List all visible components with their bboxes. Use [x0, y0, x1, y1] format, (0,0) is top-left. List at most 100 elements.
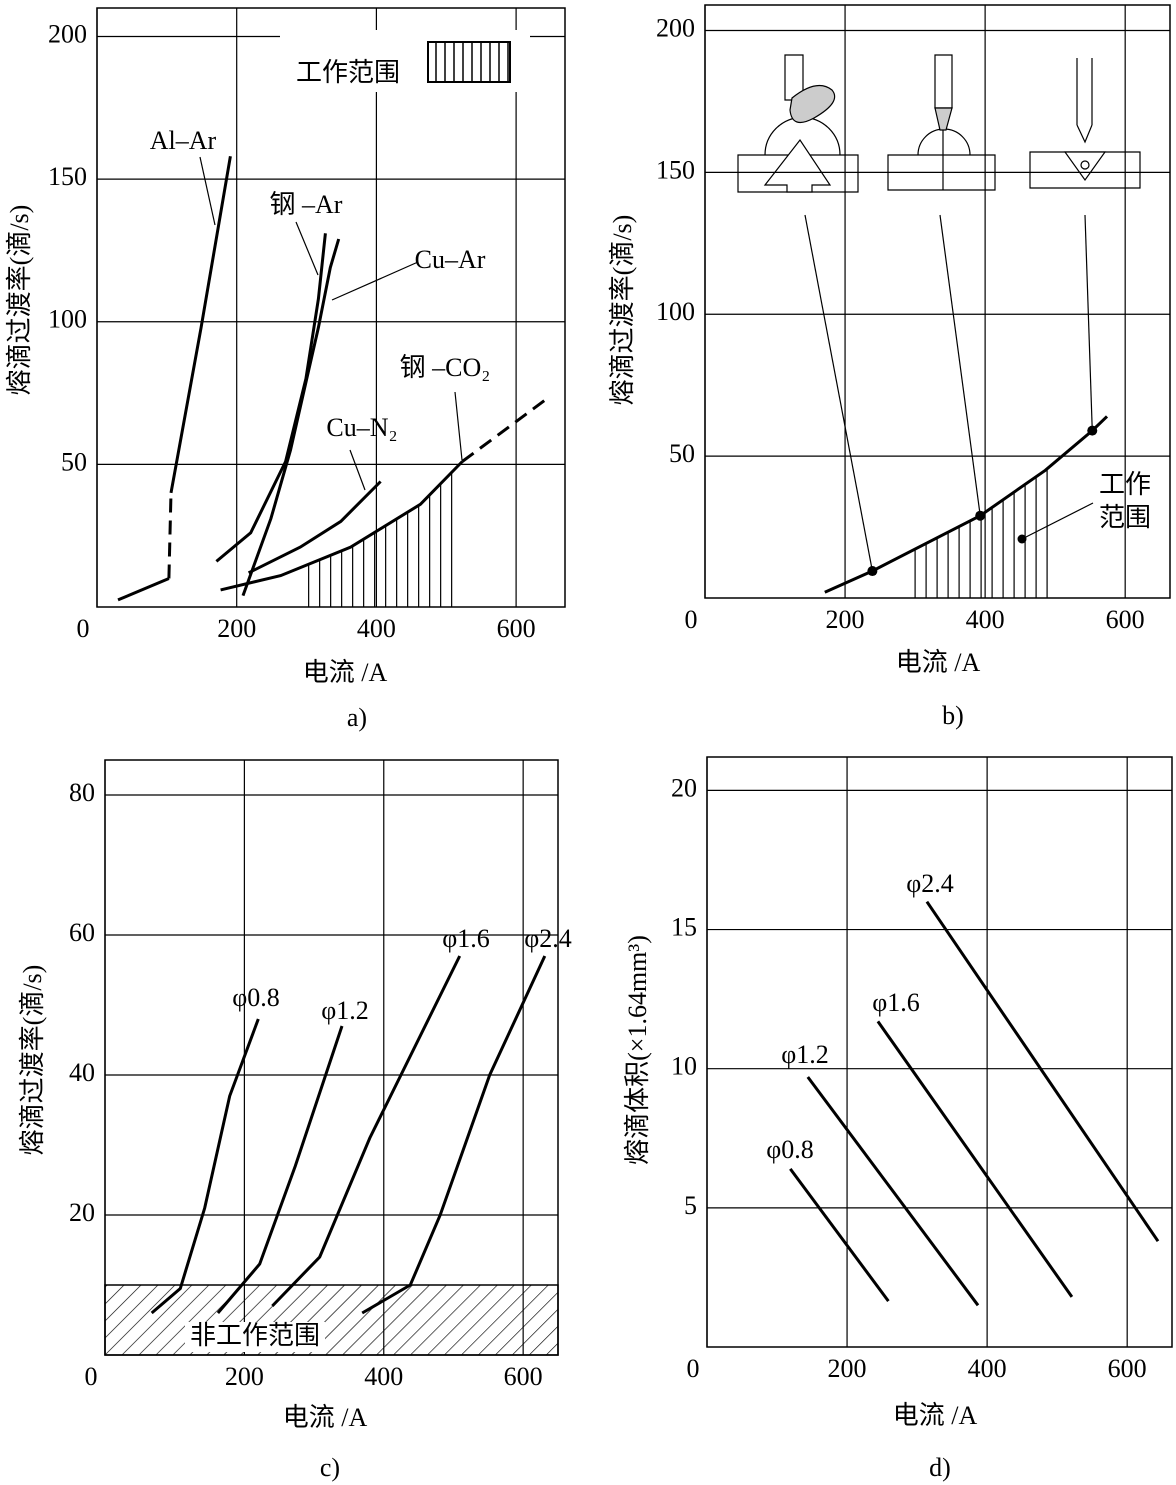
x-tick-label: 400 [364, 1362, 403, 1391]
x-axis-label: 电流 /A [896, 648, 981, 677]
y-axis-label: 熔滴过渡率(滴/s) [608, 215, 637, 406]
series-line [806, 1076, 980, 1307]
x-tick-label: 600 [504, 1362, 543, 1391]
series-label: φ0.8 [232, 983, 280, 1012]
arrow-up [763, 138, 832, 193]
series-label: φ1.2 [781, 1040, 829, 1069]
y-axis-label: 熔滴过渡率(滴/s) [5, 205, 34, 396]
y-axis-label: 熔滴过渡率(滴/s) [18, 965, 47, 1156]
y-tick-label: 5 [684, 1191, 697, 1220]
series-line [461, 397, 548, 463]
arc [917, 128, 971, 156]
x-tick-label: 600 [1106, 605, 1145, 634]
series-label: φ1.6 [442, 924, 490, 953]
y-tick-label: 200 [48, 19, 87, 48]
leader-line [939, 214, 981, 516]
working-range [309, 8, 456, 607]
plot-frame [706, 756, 1173, 1348]
plot-frame [96, 7, 566, 608]
point [1087, 425, 1098, 436]
series-line [215, 233, 327, 563]
x-tick-label: 200 [826, 605, 865, 634]
droplet [789, 84, 836, 124]
series-label: φ0.8 [766, 1135, 814, 1164]
series-line [824, 415, 1109, 594]
series-label: φ2.4 [524, 924, 572, 953]
band-label: 非工作范围 [190, 1321, 320, 1350]
series-line [167, 492, 173, 579]
legend-label: 工作范围 [296, 58, 400, 87]
x-tick-label: 200 [828, 1354, 867, 1383]
x-tick-label: 0 [685, 605, 698, 634]
x-axis-label: 电流 /A [303, 658, 388, 687]
droplet [934, 107, 953, 131]
series-label: Cu–Ar [415, 245, 486, 274]
x-tick-label: 400 [966, 605, 1005, 634]
y-tick-label: 15 [671, 913, 697, 942]
wire [1076, 58, 1093, 144]
x-tick-label: 400 [968, 1354, 1007, 1383]
leader-line [804, 214, 873, 572]
x-tick-label: 600 [497, 614, 536, 643]
series-line [216, 1025, 344, 1314]
x-tick-label: 200 [225, 1362, 264, 1391]
series-label: 钢 –Ar [270, 190, 343, 219]
annotation: 范围 [1099, 503, 1151, 532]
y-tick-label: 50 [669, 439, 695, 468]
y-tick-label: 150 [656, 155, 695, 184]
series-label: φ1.6 [872, 988, 920, 1017]
x-tick-label: 0 [77, 614, 90, 643]
series-label: 钢 –CO₂ [400, 353, 491, 382]
series-line [169, 156, 232, 494]
droplet-illustrations [737, 54, 1141, 193]
series-label: φ1.2 [321, 996, 369, 1025]
annotation-pointer [1021, 502, 1094, 540]
series-line [220, 460, 464, 592]
y-tick-label: 10 [671, 1052, 697, 1081]
x-axis-label: 电流 /A [283, 1403, 368, 1432]
plate [887, 154, 996, 191]
label-leader [454, 391, 463, 461]
series-line [247, 480, 382, 575]
legend-swatch [427, 41, 511, 83]
series-line [241, 238, 341, 597]
y-tick-label: 20 [671, 773, 697, 802]
point [975, 510, 986, 521]
arrow-down [1063, 151, 1107, 182]
series-line [271, 955, 462, 1308]
series-line [117, 577, 170, 602]
point [867, 566, 878, 577]
y-tick-label: 60 [69, 918, 95, 947]
y-tick-label: 100 [656, 297, 695, 326]
label-leader [199, 156, 216, 226]
caption: c) [320, 1453, 340, 1482]
annotation: 工作 [1099, 470, 1151, 499]
y-tick-label: 100 [48, 305, 87, 334]
droplet [1080, 160, 1090, 170]
caption: a) [347, 703, 367, 732]
y-tick-label: 80 [69, 778, 95, 807]
y-axis-label: 熔滴体积(×1.64mm³) [623, 935, 652, 1165]
label-leader [349, 449, 366, 491]
label-leader [331, 261, 419, 301]
series-label: Cu–N₂ [326, 413, 397, 442]
shaded-band [104, 1284, 559, 1356]
y-tick-label: 150 [48, 162, 87, 191]
y-tick-label: 20 [69, 1198, 95, 1227]
series-label: Al–Ar [150, 126, 217, 155]
y-tick-label: 40 [69, 1058, 95, 1087]
label-leader [295, 221, 319, 276]
x-tick-label: 0 [85, 1362, 98, 1391]
series-line [876, 1020, 1074, 1298]
series-line [789, 1168, 890, 1302]
y-tick-label: 200 [656, 14, 695, 43]
series-line [361, 955, 547, 1315]
leader-line [1084, 214, 1093, 431]
x-tick-label: 600 [1108, 1354, 1147, 1383]
x-tick-label: 0 [687, 1354, 700, 1383]
x-tick-label: 400 [357, 614, 396, 643]
series-line [150, 1018, 260, 1315]
plate [737, 154, 859, 193]
